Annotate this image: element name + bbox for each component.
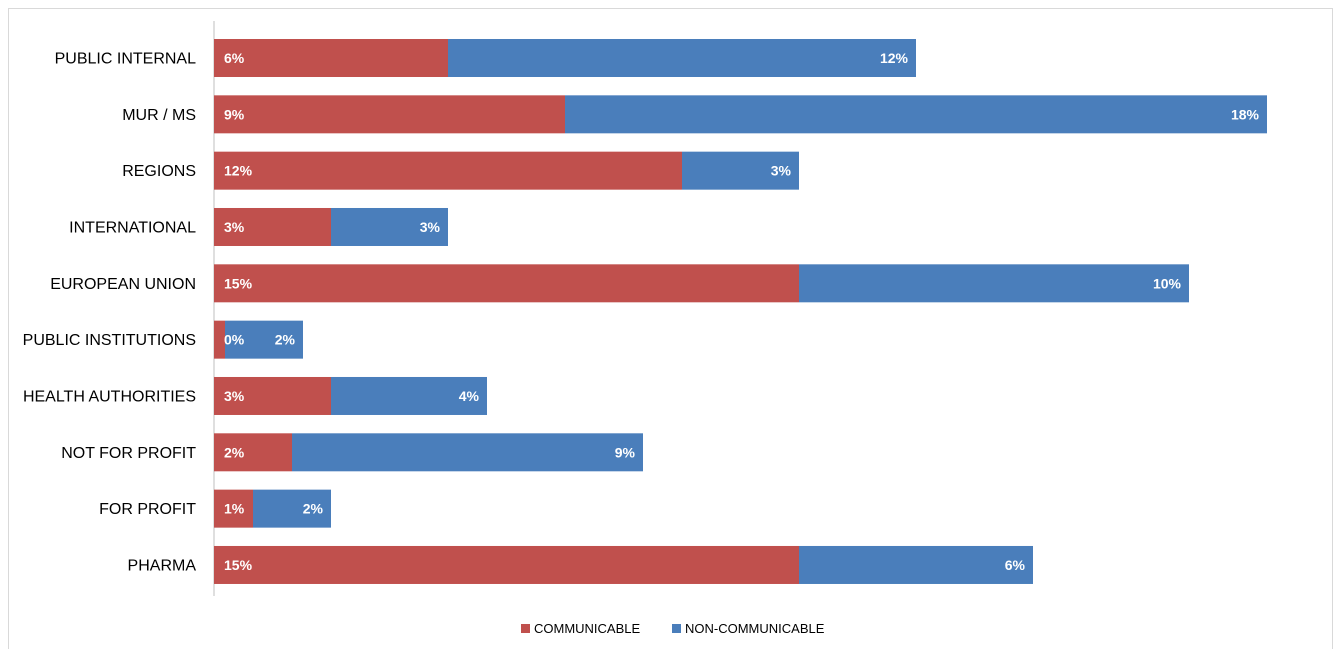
data-label-non-communicable: 9%: [615, 444, 636, 460]
data-label-communicable: 15%: [224, 275, 253, 291]
category-label: PUBLIC INSTITUTIONS: [23, 332, 196, 349]
data-label-communicable: 9%: [224, 106, 245, 122]
data-label-non-communicable: 2%: [275, 332, 296, 348]
category-label: PUBLIC INTERNAL: [55, 51, 196, 68]
data-label-non-communicable: 3%: [771, 163, 792, 179]
category-label: EUROPEAN UNION: [50, 276, 196, 293]
category-label: PHARMA: [128, 557, 197, 574]
data-label-non-communicable: 6%: [1005, 557, 1026, 573]
bar-non-communicable: [331, 376, 487, 415]
category-label: NOT FOR PROFIT: [61, 445, 196, 462]
category-label: HEALTH AUTHORITIES: [23, 388, 196, 405]
data-label-communicable: 3%: [224, 219, 245, 235]
data-label-communicable: 1%: [224, 501, 245, 517]
data-label-non-communicable: 18%: [1231, 106, 1260, 122]
data-label-communicable: 6%: [224, 50, 245, 66]
stacked-bar-chart: PUBLIC INTERNAL 6% 12% MUR / MS 9% 18% REGIONS…: [23, 21, 1267, 636]
data-label-communicable: 2%: [224, 444, 245, 460]
data-label-non-communicable: 4%: [459, 388, 480, 404]
bar-communicable: [214, 489, 253, 528]
bar-non-communicable: [682, 151, 799, 190]
data-label-non-communicable: 10%: [1153, 275, 1182, 291]
legend-swatch-non-communicable: [672, 624, 681, 633]
bar-communicable: [214, 207, 331, 246]
bar-non-communicable: [799, 264, 1189, 303]
bar-non-communicable: [331, 207, 448, 246]
bar-communicable: [214, 264, 799, 303]
category-label: MUR / MS: [122, 107, 196, 124]
bar-communicable: [214, 151, 682, 190]
data-label-communicable: 15%: [224, 557, 253, 573]
category-label: INTERNATIONAL: [69, 219, 196, 236]
bar-communicable: [214, 376, 331, 415]
legend-label-non-communicable: NON-COMMUNICABLE: [685, 621, 825, 636]
data-label-non-communicable: 12%: [880, 50, 909, 66]
bar-communicable: [214, 433, 292, 472]
chart-area: PUBLIC INTERNAL 6% 12% MUR / MS 9% 18% REGIONS…: [8, 8, 1333, 649]
bar-non-communicable: [225, 320, 303, 359]
bar-non-communicable: [448, 39, 916, 77]
category-label: FOR PROFIT: [99, 501, 196, 518]
data-label-non-communicable: 3%: [420, 219, 441, 235]
data-label-communicable: 12%: [224, 163, 253, 179]
legend-label-communicable: COMMUNICABLE: [534, 621, 641, 636]
bar-non-communicable: [799, 545, 1033, 584]
legend: COMMUNICABLE NON-COMMUNICABLE: [521, 621, 825, 636]
bar-communicable: [214, 320, 225, 359]
legend-swatch-communicable: [521, 624, 530, 633]
data-label-communicable: 3%: [224, 388, 245, 404]
data-label-non-communicable: 2%: [303, 501, 324, 517]
bar-communicable: [214, 545, 799, 584]
data-label-communicable: 0%: [224, 332, 245, 348]
bar-non-communicable: [292, 433, 643, 472]
bar-communicable: [214, 39, 448, 77]
bar-communicable: [214, 95, 565, 134]
bar-non-communicable: [253, 489, 331, 528]
bar-non-communicable: [565, 95, 1267, 134]
category-label: REGIONS: [122, 163, 196, 180]
